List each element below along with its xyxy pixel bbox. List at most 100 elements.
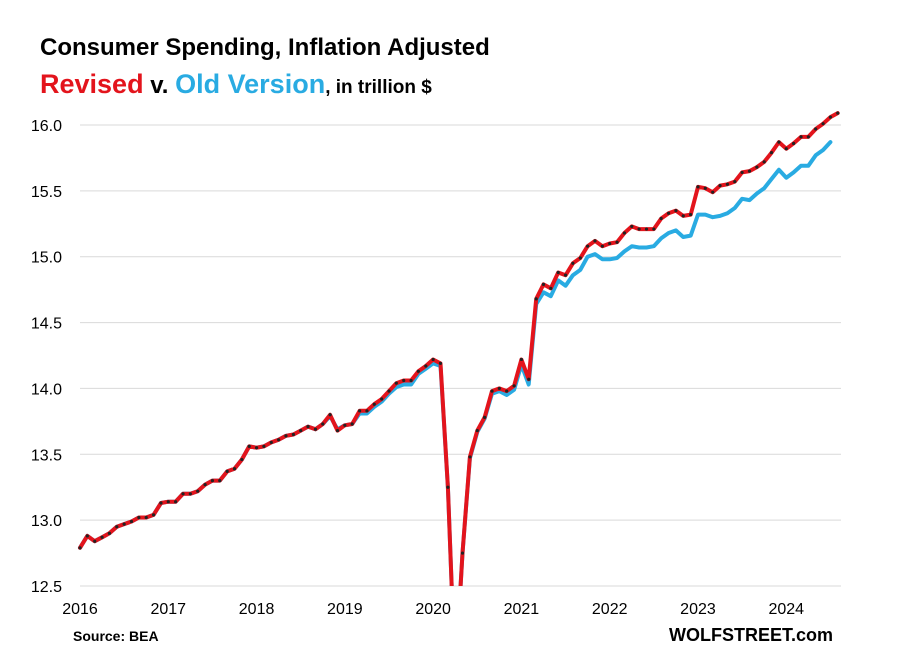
revised-data-point	[299, 428, 303, 433]
x-tick-label: 2022	[592, 601, 628, 618]
subtitle-old: Old Version	[175, 69, 325, 99]
y-axis-ticks: 12.5 13.0 13.5 14.0 14.5 15.0 15.5 16.0	[31, 118, 62, 596]
revised-data-point	[424, 364, 428, 368]
x-axis-ticks: 2016 2017 2018 2019 2020 2021 2022 2023 2024	[62, 601, 804, 618]
revised-data-point	[468, 455, 472, 459]
revised-data-point	[335, 428, 340, 433]
x-tick-label: 2019	[327, 601, 363, 618]
revised-data-point	[100, 535, 104, 539]
revised-data-point	[608, 241, 612, 246]
revised-data-point	[350, 422, 354, 426]
revised-data-point	[151, 513, 156, 517]
revised-data-point	[438, 361, 443, 366]
series-lines	[78, 111, 840, 586]
chart-title: Consumer Spending, Inflation Adjusted	[40, 34, 490, 61]
revised-data-point	[357, 409, 362, 413]
revised-data-point	[166, 500, 170, 504]
revised-data-point	[129, 519, 134, 524]
revised-data-point	[718, 183, 722, 188]
revised-data-point	[733, 180, 737, 184]
revised-data-point	[644, 227, 649, 231]
revised-data-point	[137, 515, 141, 520]
revised-data-point	[527, 377, 531, 381]
revised-data-point	[291, 432, 295, 437]
revised-data-point	[703, 186, 707, 190]
revised-data-point	[232, 467, 237, 471]
revised-data-point	[549, 286, 553, 290]
revised-data-point	[188, 492, 192, 496]
subtitle-unit: , in trillion $	[325, 77, 432, 98]
revised-data-point	[578, 256, 582, 260]
y-tick-label: 16.0	[31, 118, 62, 135]
revised-markers	[78, 111, 840, 555]
y-tick-label: 13.5	[31, 447, 62, 464]
old-version-series-line	[78, 140, 833, 586]
y-tick-label: 12.5	[31, 579, 62, 596]
revised-data-point	[247, 444, 251, 448]
revised-data-point	[409, 378, 413, 383]
y-tick-label: 13.0	[31, 513, 62, 530]
revised-data-point	[541, 282, 546, 286]
revised-data-point	[806, 135, 810, 139]
revised-data-point	[380, 397, 384, 401]
revised-data-point	[637, 227, 641, 231]
revised-data-point	[490, 389, 494, 393]
revised-data-point	[755, 165, 759, 169]
x-tick-label: 2023	[680, 601, 716, 618]
revised-data-point	[689, 212, 693, 217]
revised-data-point	[115, 525, 119, 529]
revised-data-point	[600, 244, 604, 248]
revised-data-point	[571, 261, 575, 265]
revised-data-point	[460, 551, 465, 555]
revised-data-point	[622, 231, 627, 235]
revised-data-point	[666, 211, 671, 215]
revised-data-point	[284, 434, 288, 438]
revised-data-point	[563, 273, 568, 277]
revised-data-point	[328, 413, 332, 417]
revised-data-point	[225, 469, 229, 474]
revised-data-point	[711, 190, 715, 194]
y-tick-label: 15.5	[31, 184, 62, 201]
revised-data-point	[747, 169, 752, 173]
revised-data-point	[483, 415, 487, 420]
x-tick-label: 2024	[768, 601, 804, 618]
revised-data-point	[475, 428, 479, 433]
revised-data-point	[821, 122, 825, 126]
revised-data-point	[534, 297, 538, 301]
revised-data-point	[814, 127, 818, 131]
x-tick-label: 2018	[239, 601, 275, 618]
revised-data-point	[652, 227, 656, 231]
subtitle-vs: v.	[144, 72, 176, 99]
x-tick-label: 2021	[504, 601, 540, 618]
revised-data-point	[218, 479, 222, 483]
revised-data-point	[659, 216, 663, 221]
x-tick-label: 2020	[415, 601, 451, 618]
revised-data-point	[306, 425, 310, 429]
revised-data-point	[784, 147, 788, 151]
revised-data-point	[394, 381, 398, 385]
revised-data-point	[402, 378, 406, 383]
x-tick-label: 2017	[150, 601, 186, 618]
revised-data-point	[431, 357, 435, 362]
revised-data-point	[93, 539, 97, 543]
revised-data-point	[446, 485, 450, 489]
revised-data-point	[556, 270, 560, 275]
revised-data-point	[196, 489, 200, 493]
revised-data-point	[740, 170, 744, 175]
revised-data-point	[615, 240, 619, 244]
revised-data-point	[313, 427, 318, 431]
revised-data-point	[85, 534, 89, 538]
revised-data-point	[497, 386, 501, 391]
subtitle-revised: Revised	[40, 69, 144, 99]
revised-data-point	[240, 457, 244, 462]
y-tick-label: 14.5	[31, 316, 62, 333]
y-tick-label: 14.0	[31, 381, 62, 398]
revised-data-point	[387, 389, 391, 393]
revised-series-line	[78, 111, 840, 586]
revised-data-point	[769, 151, 774, 155]
revised-data-point	[107, 531, 111, 535]
y-tick-label: 15.0	[31, 250, 62, 267]
revised-data-point	[519, 357, 524, 362]
revised-data-point	[505, 389, 509, 393]
